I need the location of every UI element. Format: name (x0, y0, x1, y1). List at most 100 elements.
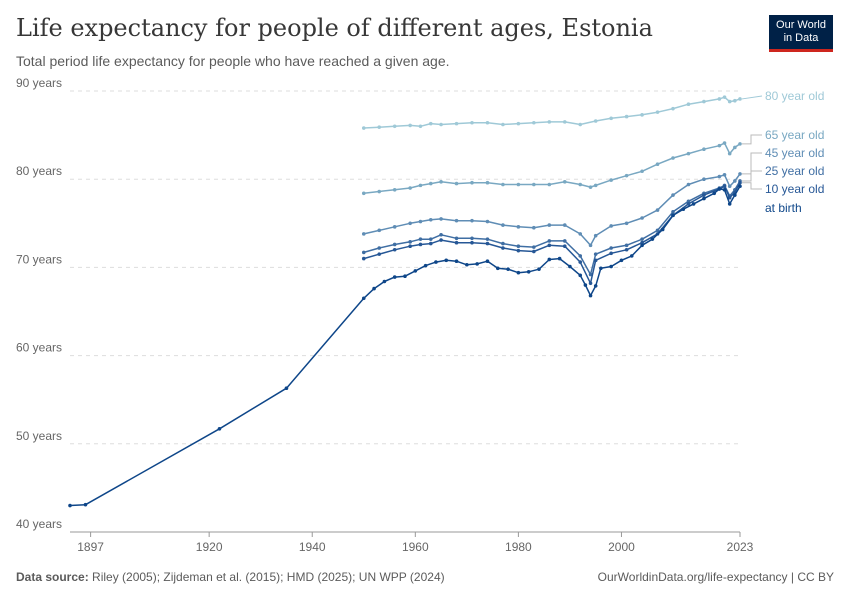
data-point (532, 182, 536, 187)
data-point (382, 279, 387, 284)
data-point (562, 223, 567, 227)
data-point (418, 183, 423, 188)
data-point (485, 120, 490, 125)
axes: 40 years 50 years 60 years 70 years 80 years… (16, 76, 754, 554)
x-tick-label: 1920 (196, 540, 223, 554)
data-point (640, 113, 644, 117)
data-point (629, 254, 634, 258)
data-point (562, 120, 567, 124)
legend-label[interactable]: 10 year old (765, 182, 824, 196)
y-tick-label: 40 years (16, 517, 62, 531)
gridlines (70, 90, 740, 533)
y-tick-label: 60 years (16, 341, 62, 355)
data-point (727, 99, 732, 104)
x-tick-label: 1960 (402, 540, 429, 554)
data-point (377, 246, 382, 250)
data-point (722, 95, 727, 99)
data-point (377, 228, 382, 233)
data-point (454, 218, 459, 223)
data-point (361, 232, 366, 236)
series-line[interactable] (69, 185, 741, 507)
data-point (532, 245, 536, 249)
legend-connector (742, 134, 762, 145)
data-point (624, 221, 629, 226)
data-point (655, 110, 660, 114)
legend-label[interactable]: 65 year old (765, 128, 824, 142)
data-point (361, 191, 366, 196)
data-point (593, 284, 598, 288)
data-point (439, 238, 443, 242)
data-point (418, 219, 423, 224)
data-point (392, 247, 397, 252)
chart-title: Life expectancy for people of different … (16, 14, 653, 42)
data-point (377, 252, 382, 256)
data-point (593, 252, 598, 256)
data-point (439, 232, 443, 237)
x-tick-label: 1897 (77, 540, 104, 554)
data-point (609, 246, 613, 250)
data-point (475, 262, 479, 266)
data-point (516, 182, 521, 187)
data-point (377, 189, 382, 194)
data-point (547, 239, 552, 243)
data-point (439, 122, 443, 127)
data-point (727, 151, 732, 156)
data-point (738, 184, 742, 189)
data-point (547, 182, 552, 187)
data-point (578, 260, 583, 264)
legend-label[interactable]: 45 year old (765, 146, 824, 160)
data-point (686, 102, 691, 107)
data-point (686, 202, 691, 206)
footer-url[interactable]: OurWorldinData.org/life-expectancy | CC … (597, 570, 834, 584)
data-point (428, 181, 433, 186)
data-point (578, 232, 583, 236)
data-source-label: Data source: (16, 570, 89, 584)
data-point (655, 208, 660, 212)
data-point (722, 141, 727, 145)
data-point (655, 228, 660, 233)
data-point (470, 240, 474, 245)
series-lines (68, 95, 742, 508)
data-point (640, 243, 644, 248)
data-point (408, 123, 412, 128)
data-point (588, 281, 593, 286)
data-point (712, 191, 717, 196)
data-point (702, 193, 706, 197)
data-point (392, 225, 397, 229)
data-point (423, 263, 428, 268)
data-source: Data source: Riley (2005); Zijdeman et a… (16, 570, 445, 584)
data-point (593, 233, 598, 238)
legend-connector (742, 182, 762, 190)
data-point (593, 258, 598, 263)
data-point (671, 106, 675, 111)
data-point (68, 503, 72, 508)
data-point (516, 244, 521, 249)
data-point (501, 246, 505, 250)
data-point (609, 116, 613, 121)
series-line[interactable] (363, 96, 741, 129)
legend-label[interactable]: 25 year old (765, 164, 824, 178)
data-point (588, 272, 593, 277)
owid-logo[interactable]: Our World in Data (769, 15, 833, 52)
data-point (727, 202, 732, 206)
data-point (593, 119, 598, 123)
data-point (428, 237, 433, 241)
x-tick-label: 2000 (608, 540, 635, 554)
legend-label[interactable]: 80 year old (765, 89, 824, 103)
data-point (588, 185, 593, 189)
data-point (547, 120, 552, 124)
data-point (377, 125, 382, 129)
data-point (495, 266, 500, 271)
data-point (717, 174, 722, 179)
data-point (454, 259, 459, 264)
data-point (418, 237, 423, 241)
data-point (532, 225, 536, 230)
legend-label[interactable]: at birth (765, 201, 802, 215)
data-point (470, 180, 474, 185)
data-point (454, 181, 459, 186)
data-point (722, 187, 727, 192)
data-point (428, 217, 433, 222)
series-line[interactable] (363, 180, 741, 276)
data-point (686, 199, 691, 204)
data-point (640, 169, 644, 174)
